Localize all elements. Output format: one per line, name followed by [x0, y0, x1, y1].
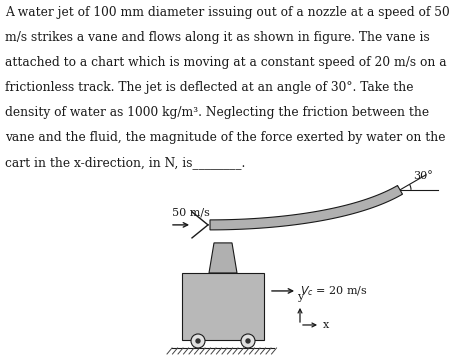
Circle shape [241, 334, 255, 348]
Text: vane and the fluid, the magnitude of the force exerted by water on the: vane and the fluid, the magnitude of the… [5, 131, 446, 144]
Bar [182, 273, 264, 340]
Text: y: y [297, 292, 303, 302]
Text: 50 m/s: 50 m/s [172, 208, 210, 218]
Circle shape [196, 339, 200, 343]
Text: x: x [323, 320, 329, 330]
Text: m/s strikes a vane and flows along it as shown in figure. The vane is: m/s strikes a vane and flows along it as… [5, 31, 430, 44]
Polygon shape [210, 185, 402, 230]
Text: density of water as 1000 kg/m³. Neglecting the friction between the: density of water as 1000 kg/m³. Neglecti… [5, 106, 429, 119]
Text: attached to a chart which is moving at a constant speed of 20 m/s on a: attached to a chart which is moving at a… [5, 56, 447, 69]
Text: 30°: 30° [413, 171, 433, 181]
Text: $\mathit{V}_c$ = 20 m/s: $\mathit{V}_c$ = 20 m/s [300, 284, 368, 298]
Text: A water jet of 100 mm diameter issuing out of a nozzle at a speed of 50: A water jet of 100 mm diameter issuing o… [5, 6, 450, 19]
Text: cart in the x-direction, in N, is________.: cart in the x-direction, in N, is_______… [5, 156, 246, 169]
Text: frictionless track. The jet is deflected at an angle of 30°. Take the: frictionless track. The jet is deflected… [5, 81, 414, 94]
Circle shape [191, 334, 205, 348]
Polygon shape [209, 243, 237, 273]
Circle shape [246, 339, 250, 343]
